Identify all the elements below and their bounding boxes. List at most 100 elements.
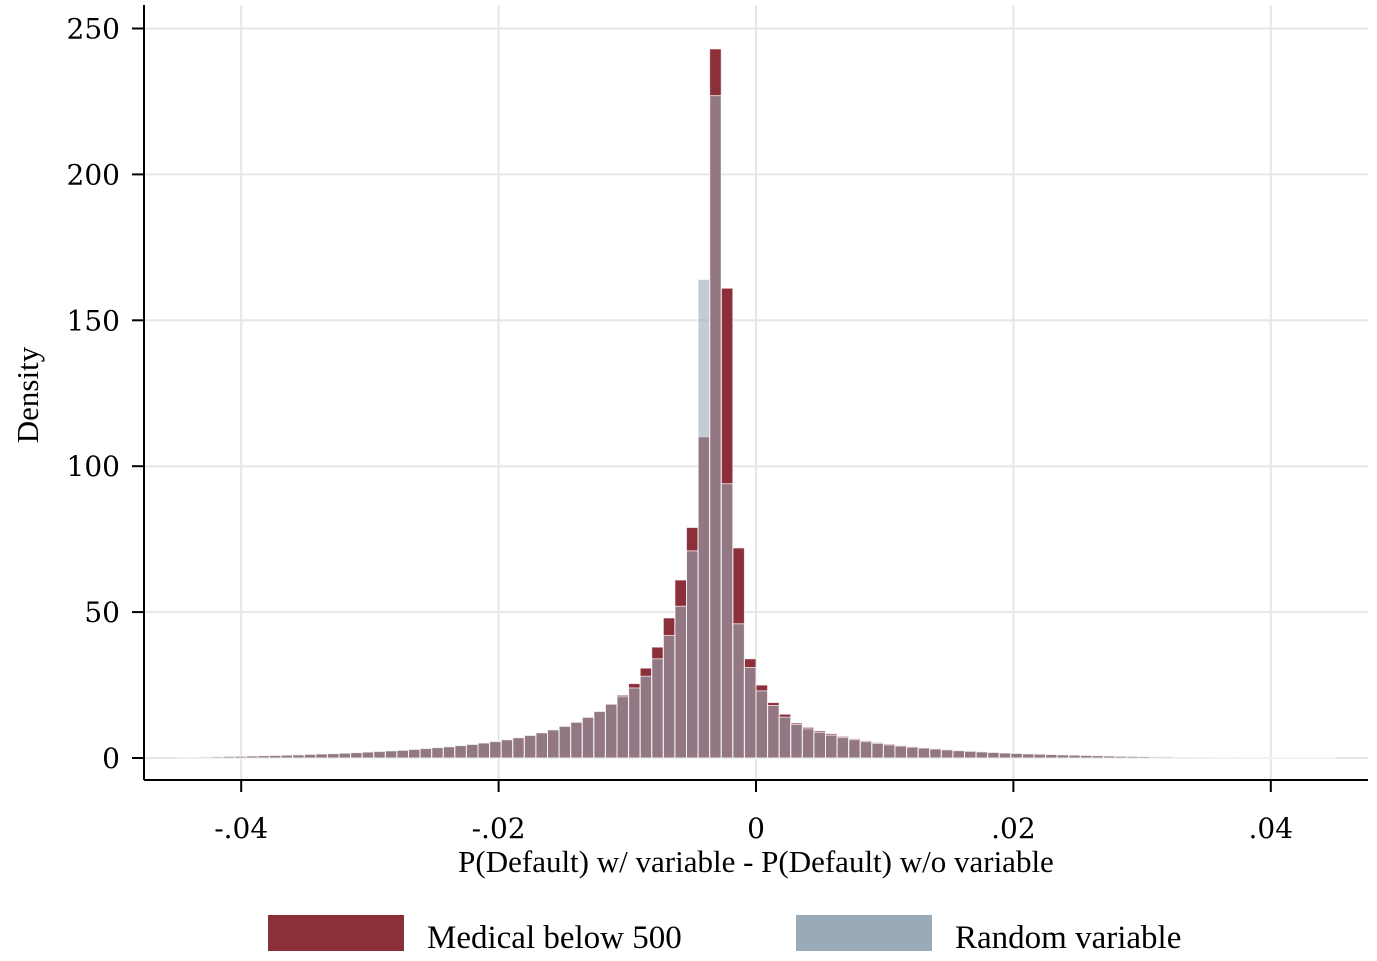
bar bbox=[1160, 756, 1174, 759]
bar bbox=[1137, 756, 1151, 759]
bar bbox=[269, 754, 282, 759]
y-tick-label: 250 bbox=[67, 13, 120, 46]
y-tick-label: 100 bbox=[67, 450, 120, 483]
bar bbox=[882, 744, 896, 759]
bar bbox=[593, 710, 606, 759]
x-tick-label: -.02 bbox=[472, 812, 526, 845]
y-tick-label: 150 bbox=[67, 304, 120, 337]
bar bbox=[651, 658, 664, 759]
bar bbox=[1079, 754, 1093, 759]
bar bbox=[987, 751, 1000, 759]
x-tick-label: 0 bbox=[747, 812, 765, 845]
bar bbox=[547, 729, 560, 759]
bar bbox=[176, 756, 189, 759]
bar bbox=[245, 755, 259, 759]
bar bbox=[489, 740, 502, 759]
bar bbox=[894, 745, 908, 759]
bar bbox=[1172, 756, 1186, 759]
bar bbox=[709, 95, 722, 759]
bar bbox=[1184, 756, 1197, 759]
bar bbox=[1207, 756, 1220, 759]
bar bbox=[1033, 753, 1047, 759]
bar bbox=[465, 743, 479, 759]
bar bbox=[187, 756, 201, 759]
bar bbox=[361, 751, 375, 759]
y-tick-label: 50 bbox=[84, 596, 120, 629]
bar bbox=[906, 746, 919, 759]
bar bbox=[1068, 754, 1081, 759]
y-axis-title: Density bbox=[10, 346, 45, 443]
bar bbox=[755, 690, 769, 759]
bar bbox=[199, 756, 213, 759]
bar bbox=[326, 753, 340, 759]
bar bbox=[1021, 753, 1035, 759]
bar bbox=[616, 696, 630, 759]
legend-label-medical-below-500: Medical below 500 bbox=[427, 920, 682, 956]
bar bbox=[639, 675, 653, 759]
bar bbox=[686, 550, 699, 759]
bar bbox=[419, 747, 433, 759]
bar bbox=[778, 716, 792, 759]
bar bbox=[373, 750, 386, 759]
bar bbox=[1149, 756, 1162, 759]
bar bbox=[836, 737, 850, 759]
bar bbox=[558, 725, 572, 759]
bar bbox=[929, 748, 942, 759]
bar bbox=[535, 732, 549, 759]
bar bbox=[523, 734, 537, 759]
bar bbox=[338, 752, 352, 759]
bar bbox=[1010, 752, 1023, 759]
bar bbox=[767, 704, 780, 759]
bar bbox=[975, 751, 989, 759]
bar bbox=[1218, 756, 1232, 759]
bar bbox=[1056, 754, 1070, 759]
bar bbox=[500, 739, 514, 759]
y-tick-label: 0 bbox=[102, 742, 120, 775]
bar bbox=[790, 723, 803, 759]
bar bbox=[940, 749, 954, 759]
bar bbox=[1126, 755, 1139, 759]
y-axis-ticks: 0 50 100 150 200 250 bbox=[67, 13, 144, 775]
bar bbox=[801, 728, 815, 759]
bar bbox=[732, 623, 745, 759]
bar bbox=[848, 739, 861, 759]
bar bbox=[963, 750, 977, 759]
bar bbox=[604, 703, 618, 759]
x-axis-title: P(Default) w/ variable - P(Default) w/o … bbox=[458, 844, 1054, 879]
bar bbox=[1230, 756, 1243, 759]
bar bbox=[280, 754, 294, 759]
bar bbox=[454, 744, 467, 759]
bar bbox=[408, 748, 421, 759]
bar bbox=[998, 752, 1012, 759]
bar bbox=[396, 749, 410, 759]
bar bbox=[211, 756, 224, 759]
bar bbox=[431, 746, 444, 759]
bar bbox=[871, 742, 884, 759]
bar bbox=[1114, 755, 1128, 759]
bar bbox=[222, 755, 236, 759]
bar bbox=[1091, 755, 1104, 759]
bar bbox=[1102, 755, 1116, 759]
bar bbox=[257, 755, 271, 759]
bar bbox=[442, 746, 456, 759]
bar bbox=[303, 753, 317, 759]
bar bbox=[350, 751, 363, 759]
bar bbox=[917, 747, 931, 759]
bar bbox=[1195, 756, 1209, 759]
bar bbox=[720, 483, 734, 759]
bar bbox=[952, 750, 965, 759]
histogram-bars bbox=[176, 48, 1336, 759]
x-tick-label: .02 bbox=[991, 812, 1036, 845]
x-axis-ticks: -.04 -.02 0 .02 .04 bbox=[214, 780, 1293, 845]
bar bbox=[581, 716, 595, 759]
bar bbox=[384, 750, 398, 759]
bar bbox=[662, 634, 676, 759]
bar bbox=[1241, 756, 1255, 759]
legend-swatch-random-variable bbox=[796, 915, 932, 951]
bar bbox=[234, 755, 247, 759]
legend-label-random-variable: Random variable bbox=[955, 920, 1181, 956]
y-tick-label: 200 bbox=[67, 158, 120, 191]
legend-swatch-medical-below-500 bbox=[268, 915, 404, 951]
bar bbox=[292, 754, 305, 759]
